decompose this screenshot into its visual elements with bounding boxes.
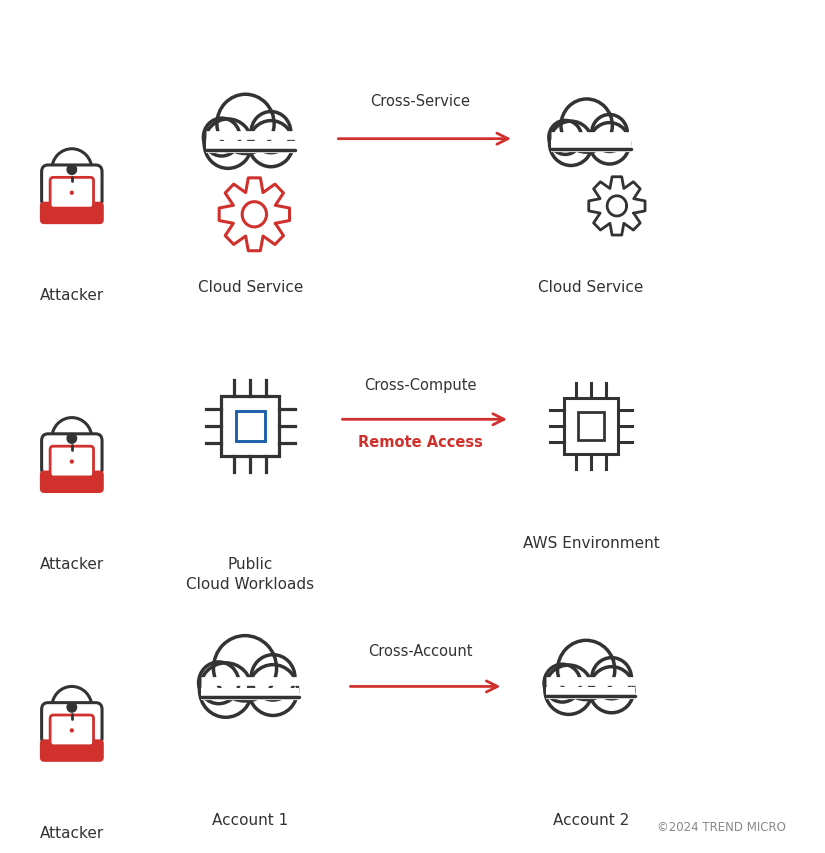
Circle shape (561, 100, 612, 153)
Bar (578, 413, 605, 440)
Circle shape (67, 703, 77, 712)
Circle shape (204, 119, 240, 157)
Circle shape (52, 149, 92, 191)
FancyBboxPatch shape (50, 715, 93, 746)
Circle shape (549, 122, 592, 166)
Text: Account 2: Account 2 (553, 813, 629, 827)
Text: Public
Cloud Workloads: Public Cloud Workloads (186, 556, 314, 591)
Circle shape (52, 418, 92, 460)
Circle shape (214, 635, 276, 701)
Text: Cloud Service: Cloud Service (198, 280, 303, 294)
Bar (546, 682, 635, 698)
Text: AWS Environment: AWS Environment (522, 536, 659, 550)
Bar (564, 399, 618, 454)
FancyBboxPatch shape (41, 472, 103, 492)
FancyBboxPatch shape (41, 740, 103, 761)
FancyBboxPatch shape (41, 434, 102, 476)
Bar (551, 136, 631, 152)
Text: ©2024 TREND MICRO: ©2024 TREND MICRO (657, 821, 785, 833)
FancyBboxPatch shape (41, 204, 103, 223)
Bar (201, 682, 299, 699)
Text: Remote Access: Remote Access (358, 435, 483, 450)
Circle shape (589, 667, 634, 713)
Text: Attacker: Attacker (40, 288, 104, 303)
FancyBboxPatch shape (41, 165, 102, 207)
Circle shape (592, 115, 627, 153)
Circle shape (70, 728, 74, 733)
Text: Attacker: Attacker (40, 556, 104, 572)
Text: Cross-Account: Cross-Account (368, 643, 473, 659)
Circle shape (251, 655, 295, 700)
Circle shape (592, 658, 631, 699)
Polygon shape (607, 196, 627, 217)
Text: Cross-Service: Cross-Service (370, 95, 470, 109)
Text: Account 1: Account 1 (212, 813, 289, 827)
Text: Cross-Compute: Cross-Compute (365, 378, 477, 393)
Bar (236, 411, 265, 442)
Circle shape (70, 460, 74, 464)
Polygon shape (589, 177, 645, 235)
Polygon shape (219, 178, 290, 252)
Circle shape (67, 434, 77, 444)
Circle shape (251, 113, 291, 154)
Text: Cloud Service: Cloud Service (538, 280, 644, 294)
Circle shape (204, 119, 252, 169)
Circle shape (248, 664, 298, 716)
FancyBboxPatch shape (50, 178, 93, 209)
Circle shape (67, 165, 77, 175)
FancyBboxPatch shape (41, 703, 102, 745)
Circle shape (200, 663, 252, 717)
Bar (221, 397, 279, 456)
Circle shape (590, 124, 629, 165)
Circle shape (199, 662, 239, 704)
Circle shape (217, 96, 274, 154)
Circle shape (549, 121, 582, 155)
Polygon shape (243, 202, 266, 228)
Circle shape (248, 121, 293, 167)
Circle shape (544, 665, 592, 715)
Circle shape (70, 191, 74, 195)
Circle shape (558, 641, 615, 699)
Text: Attacker: Attacker (40, 825, 104, 840)
Circle shape (52, 687, 92, 728)
FancyBboxPatch shape (50, 447, 93, 478)
Bar (205, 136, 295, 153)
Circle shape (544, 664, 581, 702)
